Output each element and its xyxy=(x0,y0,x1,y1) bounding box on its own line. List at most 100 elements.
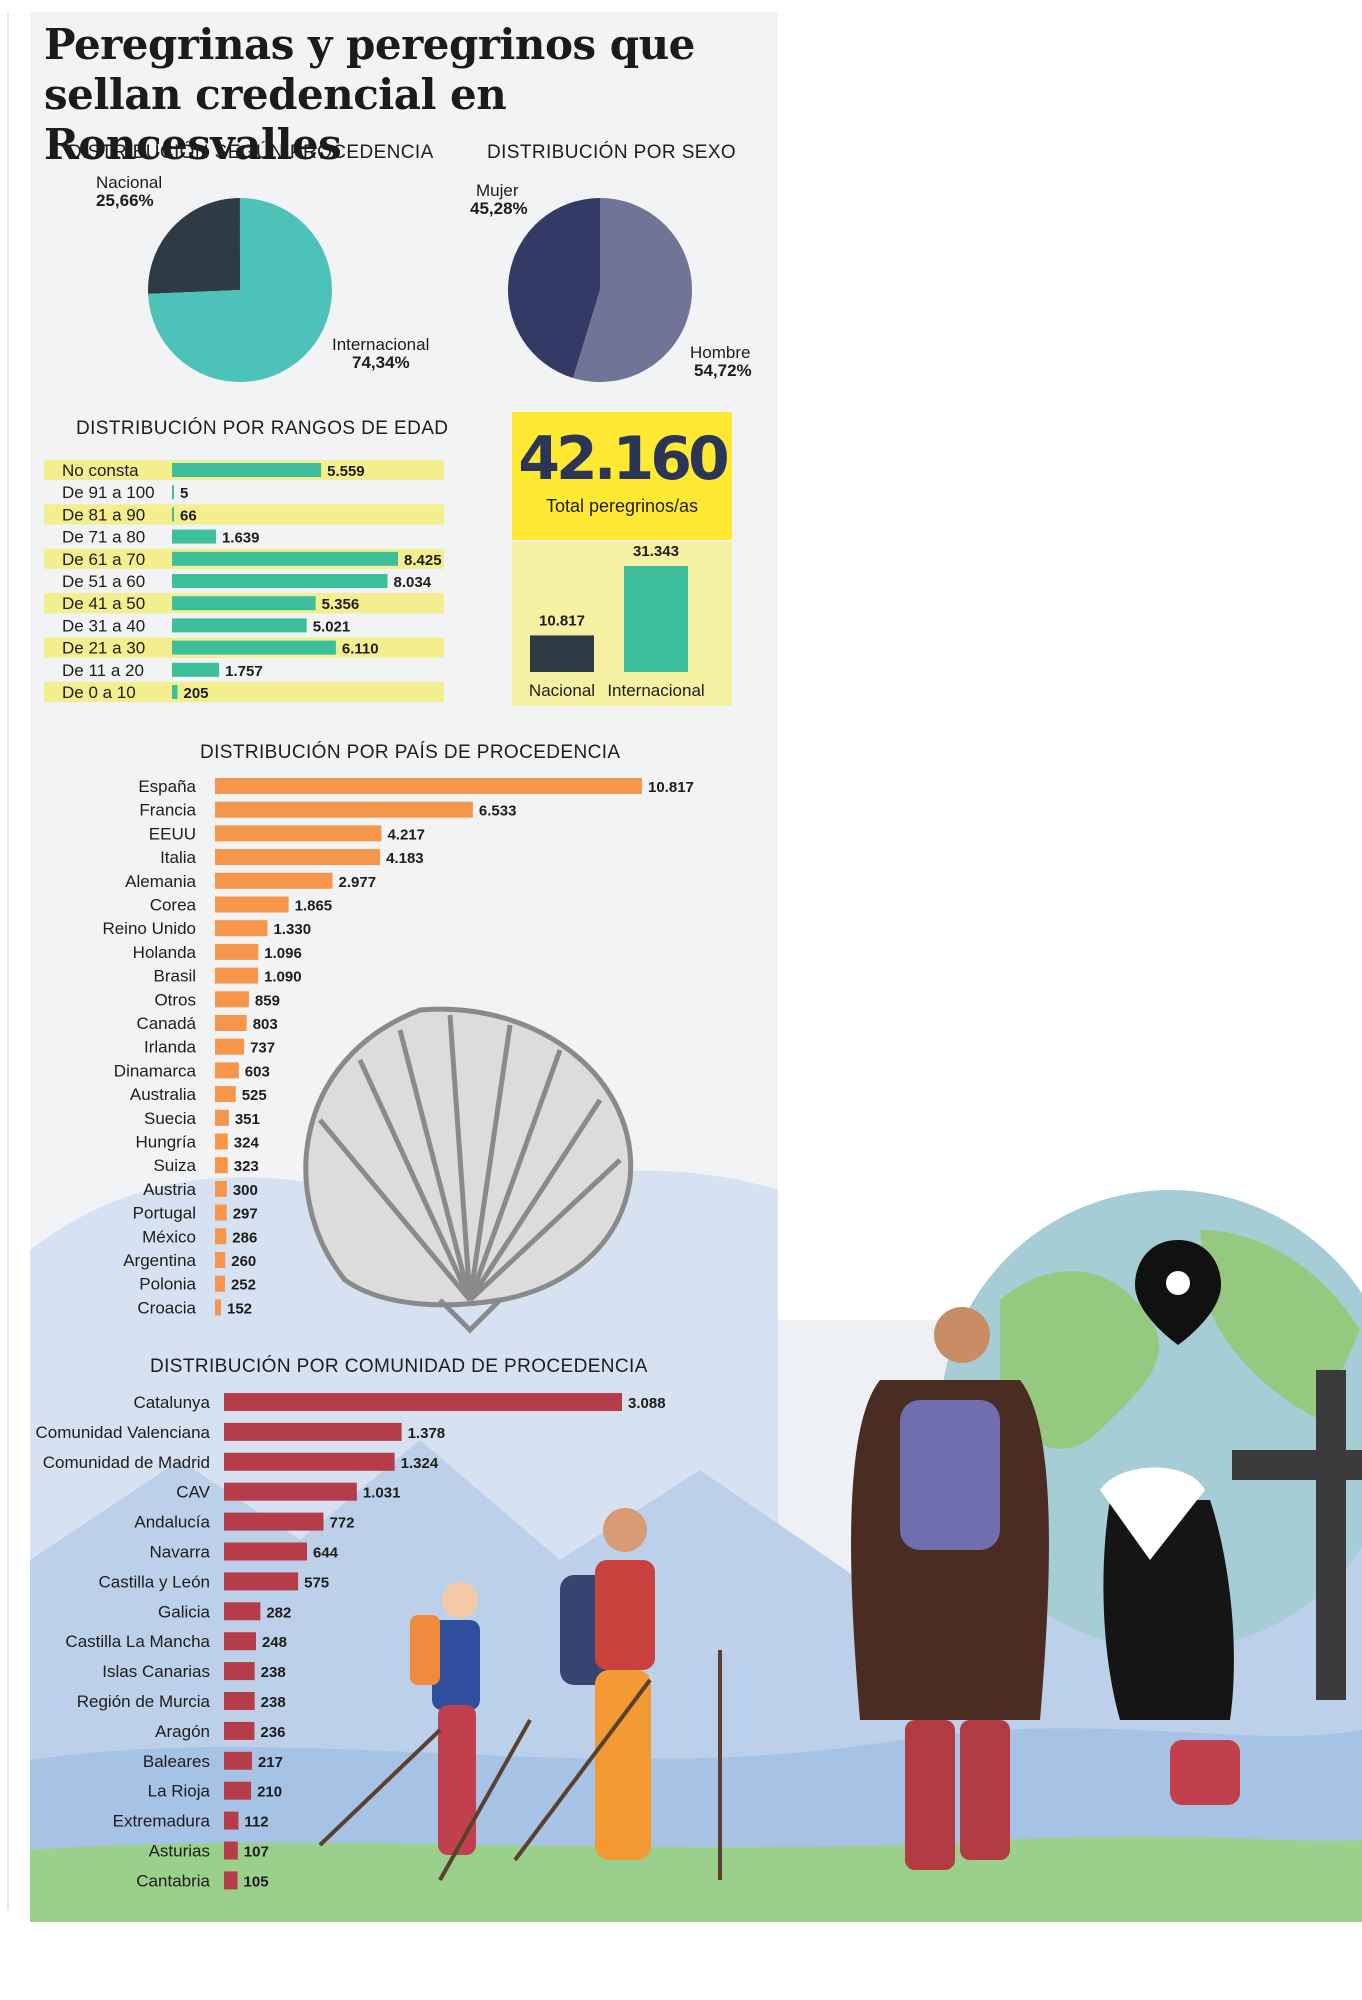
category-label: De 61 a 70 xyxy=(62,550,145,569)
category-label: Austria xyxy=(143,1180,196,1199)
bar xyxy=(215,1180,227,1197)
value-label: 351 xyxy=(235,1111,260,1128)
hiker-woman-illustration xyxy=(318,1582,532,1881)
sexo-slice-mujer xyxy=(508,197,601,378)
value-label: 525 xyxy=(242,1087,267,1104)
sexo-slice-hombre xyxy=(573,198,692,382)
bar xyxy=(224,1662,255,1681)
category-label: Aragón xyxy=(155,1722,210,1741)
value-label: 803 xyxy=(253,1016,278,1033)
category-label: CAV xyxy=(176,1483,210,1502)
bar xyxy=(224,1422,402,1441)
category-label: De 71 a 80 xyxy=(62,528,145,547)
bar xyxy=(215,1157,228,1174)
bar-chart-pais: España 10.817 Francia 6.533 EEUU 4.217 Italia 4… xyxy=(102,777,693,1317)
pie-label-nacional-pct: 25,66% xyxy=(96,191,154,210)
category-label: Comunidad Valenciana xyxy=(35,1423,210,1442)
value-label: 2.977 xyxy=(339,874,377,891)
category-label: Islas Canarias xyxy=(102,1662,210,1681)
pie-label-internacional: Internacional 74,34% xyxy=(332,336,429,372)
bar xyxy=(172,507,174,522)
bar xyxy=(215,1204,227,1221)
praying-nun-illustration xyxy=(1100,1467,1240,1805)
bar xyxy=(215,1038,245,1055)
bar xyxy=(215,920,268,937)
category-label: Catalunya xyxy=(133,1393,210,1412)
value-label: 5.356 xyxy=(322,596,360,613)
value-label: 737 xyxy=(250,1040,275,1057)
category-label: México xyxy=(142,1227,196,1246)
value-label: 603 xyxy=(245,1063,270,1080)
bar xyxy=(172,596,316,611)
category-label: Corea xyxy=(150,896,197,915)
bar xyxy=(224,1572,299,1591)
bar xyxy=(224,1632,256,1651)
pie-label-internacional-name: Internacional xyxy=(332,335,430,354)
category-label: Dinamarca xyxy=(114,1061,197,1080)
category-label: Brasil xyxy=(153,967,196,986)
bar xyxy=(215,1299,222,1316)
value-label: 1.324 xyxy=(401,1455,439,1472)
bar xyxy=(172,618,307,633)
hiker-man-illustration xyxy=(513,1508,722,1880)
value-label: 252 xyxy=(231,1277,256,1294)
bar xyxy=(172,662,220,677)
pie-chart-sexo xyxy=(508,197,692,382)
category-label: Comunidad de Madrid xyxy=(43,1453,210,1472)
category-label: Holanda xyxy=(133,943,197,962)
category-label: De 21 a 30 xyxy=(62,639,145,658)
bar-chart-total: 10.817 Nacional 31.343 Internacional xyxy=(529,543,705,700)
value-label: 31.343 xyxy=(633,543,679,560)
value-label: 286 xyxy=(232,1229,257,1246)
bar xyxy=(172,463,322,477)
category-label: Galicia xyxy=(158,1602,211,1621)
bar xyxy=(215,1015,247,1031)
pais-chart-title: DISTRIBUCIÓN POR PAÍS DE PROCEDENCIA xyxy=(200,742,621,763)
bar xyxy=(215,849,381,866)
value-label: 10.817 xyxy=(539,612,585,629)
bar xyxy=(224,1811,239,1830)
value-label: 300 xyxy=(233,1182,258,1199)
category-label: De 81 a 90 xyxy=(62,505,145,524)
category-label: EEUU xyxy=(149,824,196,843)
pie-label-mujer: Mujer 45,28% xyxy=(470,182,528,218)
value-label: 8.425 xyxy=(404,552,442,569)
value-label: 5.559 xyxy=(327,463,365,480)
pie-label-hombre-name: Hombre xyxy=(690,343,751,362)
category-label: De 31 a 40 xyxy=(62,616,145,635)
category-label: De 11 a 20 xyxy=(62,661,144,680)
category-label: Hungría xyxy=(136,1133,197,1152)
total-label: Total peregrinos/as xyxy=(545,496,699,516)
category-label: Argentina xyxy=(123,1251,196,1270)
category-label: La Rioja xyxy=(148,1782,211,1801)
bar xyxy=(215,872,333,889)
value-label: 859 xyxy=(255,992,280,1009)
value-label: 5 xyxy=(180,485,188,502)
value-label: 236 xyxy=(260,1724,285,1741)
value-label: 1.757 xyxy=(225,663,263,680)
bar xyxy=(224,1841,238,1860)
category-label: Nacional xyxy=(529,681,595,700)
value-label: 248 xyxy=(262,1634,287,1651)
bar xyxy=(224,1512,324,1531)
category-label: Internacional xyxy=(607,681,704,700)
value-label: 66 xyxy=(180,507,197,524)
procedencia-slice-internacional xyxy=(148,198,332,382)
category-label: Baleares xyxy=(143,1752,210,1771)
category-label: Canadá xyxy=(136,1014,196,1033)
seashell-icon xyxy=(303,1006,634,1334)
bar xyxy=(215,778,642,794)
category-label: Castilla La Mancha xyxy=(65,1632,210,1651)
value-label: 297 xyxy=(233,1206,258,1223)
value-label: 4.217 xyxy=(387,826,425,843)
bar-chart-edad: No consta 5.559 De 91 a 100 5 De 81 a 90 66 De… xyxy=(44,459,444,703)
category-label: Andalucía xyxy=(134,1513,210,1532)
bar xyxy=(172,485,174,500)
bar xyxy=(224,1393,622,1411)
pie-label-mujer-name: Mujer xyxy=(476,181,519,200)
total-box: 42.160 Total peregrinos/as xyxy=(512,412,732,540)
bar xyxy=(215,967,259,984)
total-bars-box: 10.817 Nacional 31.343 Internacional xyxy=(512,542,732,706)
category-label: Suiza xyxy=(153,1156,196,1175)
category-label: De 41 a 50 xyxy=(62,594,145,613)
